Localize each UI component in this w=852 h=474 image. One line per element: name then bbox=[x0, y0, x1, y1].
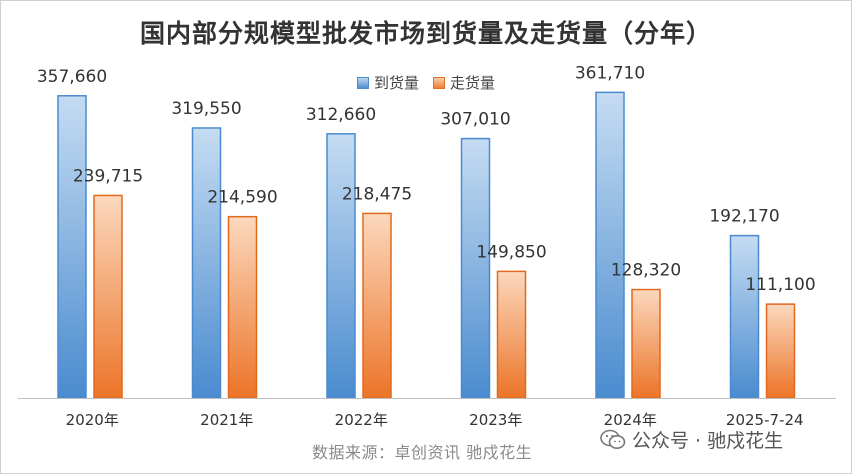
label-shipments-4: 128,320 bbox=[611, 261, 681, 281]
label-arrivals-2: 312,660 bbox=[306, 105, 376, 125]
label-shipments-5: 111,100 bbox=[745, 275, 815, 295]
data-source-note: 数据来源：卓创资讯 驰戍花生 bbox=[312, 443, 533, 462]
label-arrivals-4: 361,710 bbox=[575, 63, 645, 83]
watermark: 公众号 · 驰戍花生 bbox=[600, 426, 783, 453]
x-tick-label-2: 2022年 bbox=[335, 411, 388, 429]
x-tick-label-3: 2023年 bbox=[469, 411, 522, 429]
bar-shipments-4 bbox=[631, 288, 661, 399]
label-arrivals-3: 307,010 bbox=[440, 110, 510, 130]
label-shipments-3: 149,850 bbox=[476, 242, 546, 262]
bar-arrivals-2 bbox=[326, 133, 356, 399]
label-arrivals-0: 357,660 bbox=[37, 67, 107, 87]
wechat-icon bbox=[600, 429, 626, 451]
legend-swatch-shipments bbox=[433, 76, 445, 89]
legend-label-shipments: 走货量 bbox=[450, 74, 496, 92]
x-tick-label-4: 2024年 bbox=[604, 411, 657, 429]
bar-shipments-5 bbox=[765, 303, 796, 399]
bar-arrivals-4 bbox=[595, 91, 625, 399]
watermark-text: 公众号 · 驰戍花生 bbox=[632, 430, 784, 452]
bar-shipments-0 bbox=[93, 194, 123, 399]
bar-shipments-1 bbox=[227, 215, 258, 399]
label-shipments-2: 218,475 bbox=[342, 184, 412, 204]
legend-swatch-arrivals bbox=[356, 76, 369, 89]
legend-item-shipments: 走货量 bbox=[433, 72, 495, 93]
x-tick-label-5: 2025-7-24 bbox=[726, 411, 804, 429]
label-shipments-0: 239,715 bbox=[73, 166, 143, 186]
chart-legend: 到货量 走货量 bbox=[0, 72, 852, 93]
label-arrivals-1: 319,550 bbox=[171, 99, 241, 119]
bar-arrivals-3 bbox=[460, 137, 491, 399]
label-arrivals-5: 192,170 bbox=[709, 207, 779, 227]
x-tick-label-0: 2020年 bbox=[66, 411, 119, 429]
bar-arrivals-5 bbox=[729, 234, 760, 399]
legend-label-arrivals: 到货量 bbox=[373, 74, 419, 92]
bar-arrivals-1 bbox=[191, 127, 222, 399]
bar-shipments-2 bbox=[362, 212, 392, 399]
chart-title: 国内部分规模型批发市场到货量及走货量（分年） bbox=[139, 19, 712, 48]
bar-shipments-3 bbox=[496, 270, 527, 399]
x-tick-label-1: 2021年 bbox=[200, 411, 253, 429]
label-shipments-1: 214,590 bbox=[207, 188, 277, 208]
legend-item-arrivals: 到货量 bbox=[356, 72, 419, 93]
bar-arrivals-0 bbox=[57, 95, 87, 399]
